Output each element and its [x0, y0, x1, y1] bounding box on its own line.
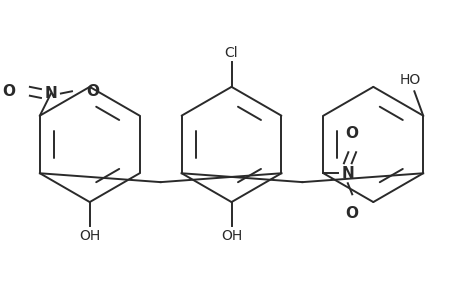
Text: N: N — [45, 86, 57, 101]
Text: O: O — [345, 126, 358, 141]
Text: Cl: Cl — [224, 46, 238, 60]
Text: OH: OH — [220, 229, 241, 243]
Text: O: O — [345, 206, 358, 220]
Text: O: O — [86, 84, 99, 99]
Text: OH: OH — [79, 229, 100, 243]
Text: HO: HO — [398, 73, 420, 87]
Text: N: N — [341, 166, 353, 181]
Text: O: O — [2, 84, 15, 99]
